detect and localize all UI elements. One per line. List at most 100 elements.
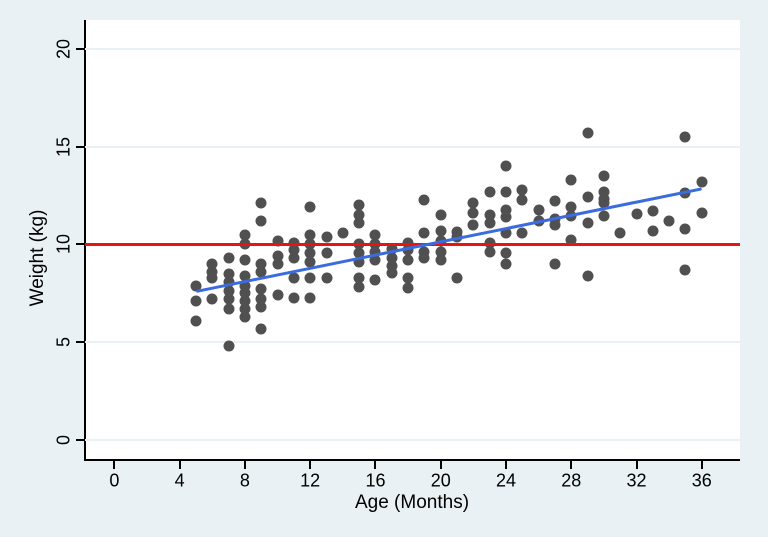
scatter-point — [484, 186, 496, 198]
scatter-point — [239, 311, 251, 323]
scatter-point — [418, 246, 430, 258]
x-tick-label: 32 — [626, 470, 647, 491]
scatter-point — [679, 131, 691, 143]
scatter-point — [304, 229, 316, 241]
y-axis-line — [84, 20, 86, 461]
scatter-point — [418, 227, 430, 239]
scatter-point — [353, 247, 365, 259]
scatter-point — [418, 252, 430, 264]
scatter-point — [288, 272, 300, 284]
scatter-point — [614, 227, 626, 239]
scatter-point — [255, 293, 267, 305]
scatter-point — [239, 280, 251, 292]
scatter-point — [500, 227, 512, 239]
x-tick-mark — [374, 461, 377, 469]
scatter-point — [321, 272, 332, 284]
scatter-point — [516, 194, 528, 206]
scatter-point — [467, 197, 479, 209]
x-axis-title: Age (Months) — [354, 492, 470, 513]
y-axis-title: Weight (kg) — [27, 209, 48, 307]
x-tick-label: 16 — [365, 470, 386, 491]
x-tick-label: 8 — [239, 470, 250, 491]
scatter-point — [223, 285, 235, 297]
scatter-point — [484, 209, 496, 221]
scatter-point — [696, 176, 708, 188]
scatter-point — [663, 215, 675, 227]
scatter-point — [206, 293, 218, 305]
scatter-point — [484, 237, 496, 249]
x-tick-mark — [113, 461, 116, 469]
scatter-point — [435, 209, 447, 221]
scatter-point — [369, 246, 381, 258]
scatter-point — [500, 160, 512, 172]
scatter-point — [288, 244, 300, 256]
scatter-point — [272, 250, 284, 262]
scatter-point — [598, 170, 610, 182]
y-tick-mark — [76, 439, 84, 442]
scatter-point — [353, 256, 365, 268]
scatter-point — [549, 258, 561, 270]
x-tick-label: 36 — [691, 470, 712, 491]
y-tick-label: 10 — [53, 234, 74, 255]
x-tick-label: 20 — [430, 470, 451, 491]
scatter-point — [255, 258, 267, 270]
scatter-point — [549, 195, 561, 207]
y-tick-mark — [76, 243, 84, 246]
x-tick-mark — [635, 461, 638, 469]
x-axis-line — [84, 459, 740, 461]
x-tick-label: 24 — [495, 470, 517, 491]
x-tick-label: 28 — [561, 470, 582, 491]
scatter-point — [402, 272, 414, 284]
scatter-point — [402, 237, 414, 249]
scatter-point — [255, 283, 267, 295]
scatter-point — [516, 184, 528, 196]
scatter-point — [272, 258, 284, 270]
y-tick-mark — [76, 145, 84, 148]
scatter-point — [369, 254, 381, 266]
scatter-point — [304, 247, 316, 259]
scatter-point — [321, 231, 332, 243]
scatter-point — [304, 292, 316, 304]
scatter-point — [696, 207, 708, 219]
scatter-point — [386, 267, 398, 279]
scatter-point — [467, 207, 479, 219]
scatter-point — [549, 219, 561, 231]
x-tick-mark — [243, 461, 246, 469]
plot-area — [85, 20, 740, 460]
scatter-point — [631, 208, 643, 220]
scatter-point — [239, 254, 251, 266]
scatter-point — [500, 204, 512, 216]
x-tick-mark — [505, 461, 507, 469]
scatter-point — [255, 215, 267, 227]
scatter-point — [337, 227, 349, 239]
scatter-point — [239, 287, 251, 299]
scatter-point — [435, 246, 447, 258]
reference-line — [85, 243, 740, 246]
x-tick-label: 4 — [174, 470, 185, 491]
scatter-point — [418, 194, 430, 206]
scatter-point — [206, 266, 218, 278]
scatter-point — [223, 340, 235, 352]
scatter-point — [272, 289, 284, 301]
scatter-point — [484, 246, 496, 258]
scatter-point — [402, 244, 414, 256]
scatter-point — [255, 266, 267, 278]
scatter-point — [451, 272, 463, 284]
scatter-point — [402, 254, 414, 266]
scatter-point — [223, 276, 235, 288]
y-gridline — [85, 341, 740, 344]
scatter-point — [598, 197, 610, 209]
scatter-point — [321, 247, 332, 259]
scatter-point — [647, 205, 659, 217]
scatter-point — [582, 127, 594, 139]
scatter-point — [500, 258, 512, 270]
scatter-point — [239, 270, 251, 282]
y-tick-mark — [76, 341, 84, 344]
scatter-point — [353, 199, 365, 211]
scatter-point — [353, 209, 365, 221]
y-tick-label: 0 — [53, 435, 74, 446]
scatter-point — [369, 229, 381, 241]
scatter-point — [386, 260, 398, 272]
scatter-point — [223, 293, 235, 305]
scatter-point — [582, 270, 594, 282]
